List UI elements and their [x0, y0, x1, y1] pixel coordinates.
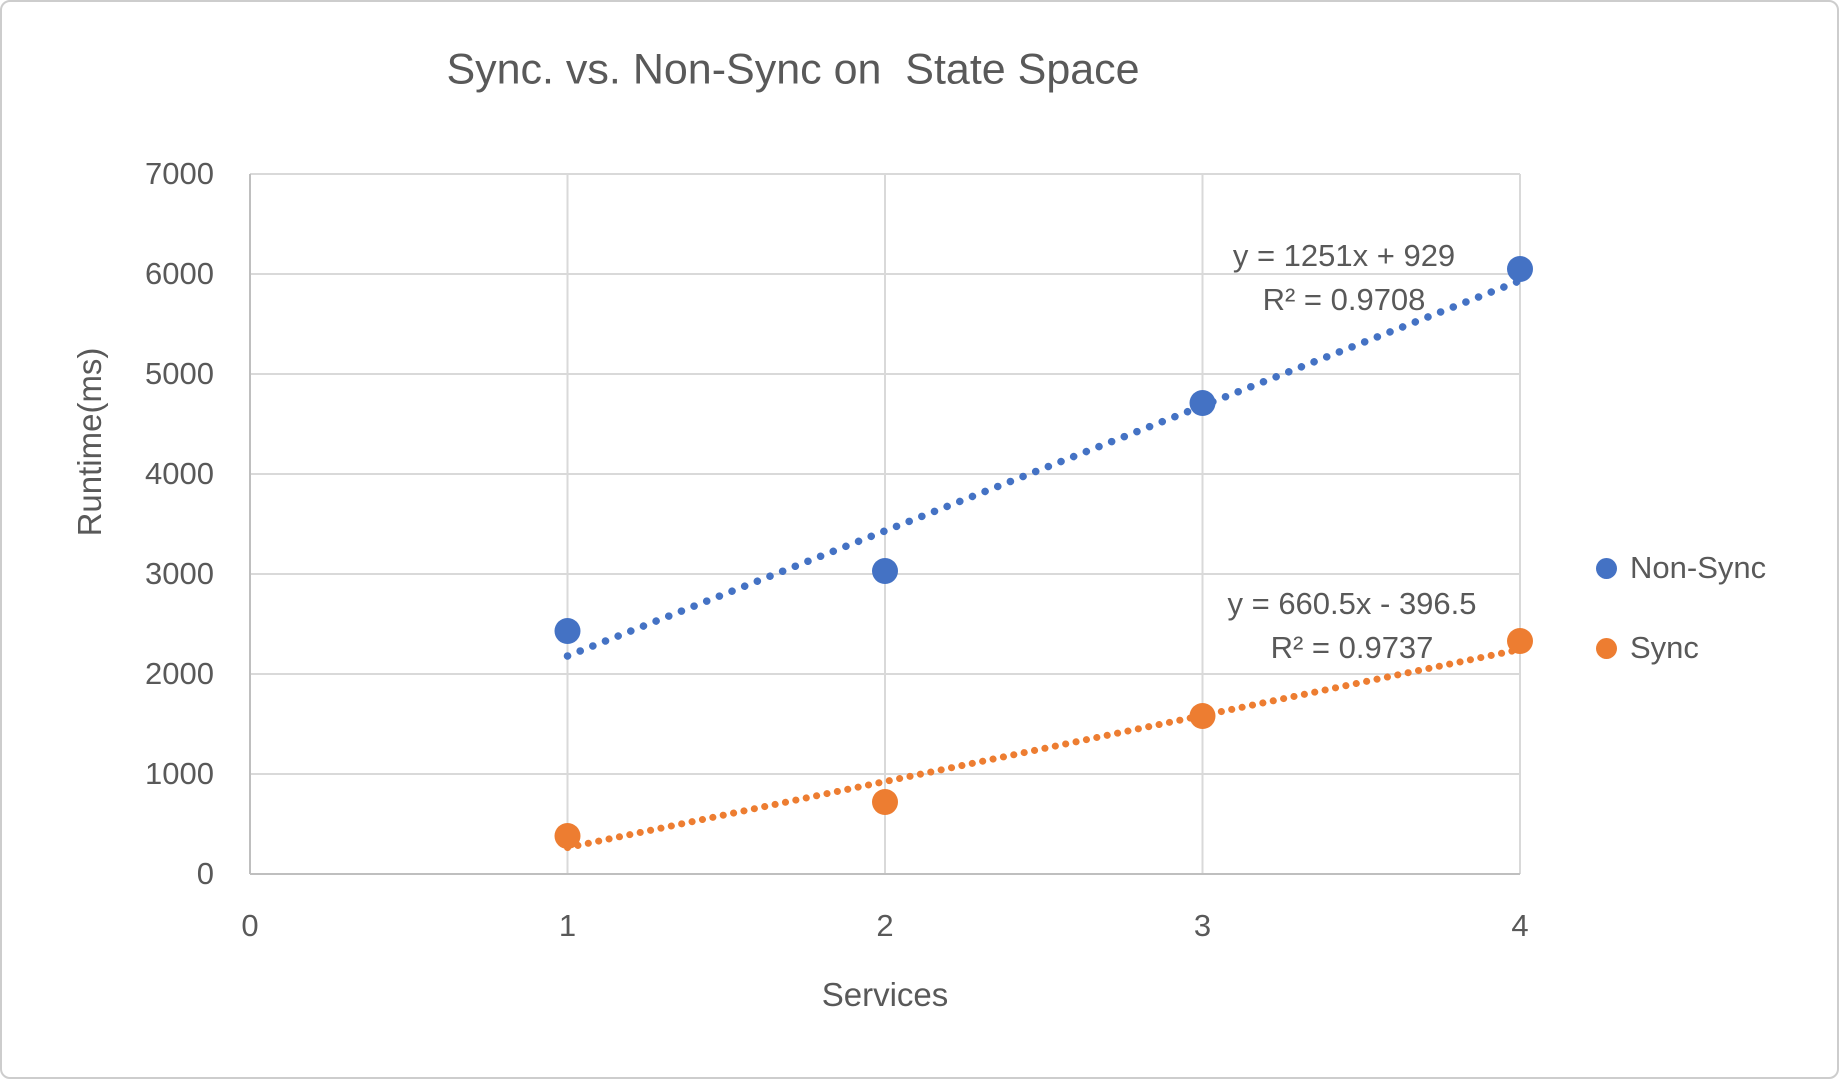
point-non-sync-x2[interactable] [872, 558, 898, 584]
trendline-equation-non-sync: y = 1251x + 929 [1232, 238, 1456, 273]
y-tick-label: 1000 [145, 756, 214, 791]
y-tick-label: 2000 [145, 656, 214, 691]
legend-item-sync[interactable]: Sync [1596, 630, 1766, 666]
trendline-label-non-sync[interactable]: y = 1251x + 929 R² = 0.9708 [1144, 234, 1544, 322]
x-tick-label: 1 [558, 908, 577, 943]
y-tick-label: 4000 [145, 456, 214, 491]
legend: Non-Sync Sync [1596, 550, 1766, 666]
point-sync-x1[interactable] [554, 823, 581, 849]
legend-marker-icon [1596, 637, 1617, 659]
legend-label: Non-Sync [1630, 550, 1767, 585]
x-tick-label: 2 [876, 908, 894, 943]
trendline-r-squared-non-sync: R² = 0.9708 [1262, 282, 1426, 317]
y-tick-label: 5000 [145, 356, 214, 391]
x-tick-label: 0 [241, 908, 259, 943]
point-sync-x4[interactable] [1507, 628, 1533, 654]
point-non-sync-x3[interactable] [1189, 390, 1216, 416]
legend-item-non-sync[interactable]: Non-Sync [1596, 550, 1766, 586]
x-tick-label: 3 [1193, 908, 1212, 943]
point-sync-x2[interactable] [872, 789, 898, 815]
legend-marker-icon [1596, 557, 1617, 579]
x-axis-title: Services [821, 976, 949, 1013]
point-sync-x3[interactable] [1189, 703, 1216, 729]
trendline-equation-sync: y = 660.5x - 396.5 [1227, 586, 1477, 621]
point-non-sync-x4[interactable] [1507, 256, 1533, 282]
trendline-r-squared-sync: R² = 0.9737 [1270, 630, 1434, 665]
x-tick-label: 4 [1511, 908, 1529, 943]
y-tick-label: 0 [196, 856, 214, 891]
trendline-non-sync[interactable] [563, 276, 1524, 660]
legend-label: Sync [1630, 630, 1699, 665]
y-tick-label: 6000 [145, 256, 214, 291]
point-non-sync-x1[interactable] [554, 618, 581, 644]
trendline-sync[interactable] [564, 645, 1524, 852]
chart-title: Sync. vs. Non-Sync on State Space [446, 45, 1140, 94]
y-tick-label: 3000 [145, 556, 214, 591]
y-tick-label: 7000 [145, 156, 214, 191]
trendline-label-sync[interactable]: y = 660.5x - 396.5 R² = 0.9737 [1152, 582, 1552, 670]
